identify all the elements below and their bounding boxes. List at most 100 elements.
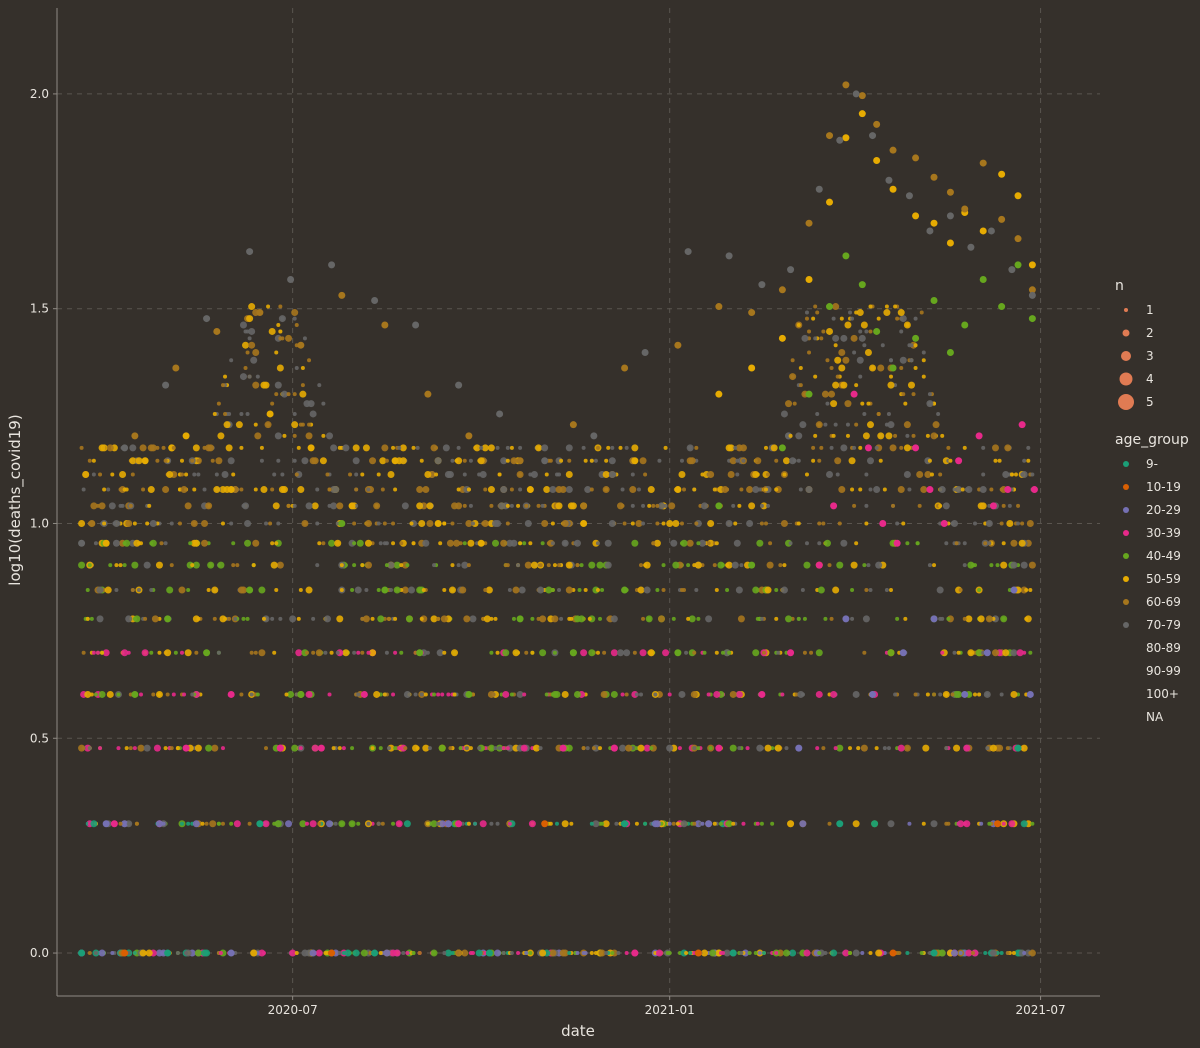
background-point <box>317 821 322 826</box>
background-point <box>253 650 258 655</box>
background-point <box>442 521 447 526</box>
background-point <box>893 304 898 309</box>
background-point <box>171 445 176 450</box>
background-point <box>274 432 282 440</box>
background-point <box>548 821 553 826</box>
background-point <box>247 821 252 826</box>
background-point <box>764 586 772 594</box>
background-point <box>938 692 943 697</box>
background-point <box>815 421 823 429</box>
data-point <box>979 275 987 283</box>
data-point <box>141 457 149 465</box>
background-point <box>356 650 361 655</box>
background-point <box>878 458 883 463</box>
size-legend-label: 1 <box>1146 303 1154 317</box>
background-point <box>169 563 174 568</box>
background-point <box>442 588 447 593</box>
background-point <box>595 588 600 593</box>
background-point <box>581 746 586 751</box>
background-point <box>770 821 775 826</box>
background-point <box>608 457 616 465</box>
background-point <box>229 521 234 526</box>
background-point <box>991 649 999 657</box>
background-point <box>956 821 961 826</box>
background-point <box>936 411 941 416</box>
background-point <box>182 692 187 697</box>
background-point <box>825 401 830 406</box>
size-legend-label: 2 <box>1146 326 1154 340</box>
background-point <box>766 503 771 508</box>
background-point <box>624 445 629 450</box>
background-point <box>856 746 861 751</box>
background-point <box>766 561 774 569</box>
background-point <box>672 519 680 527</box>
data-point <box>297 341 305 349</box>
color-legend-key <box>1123 507 1129 513</box>
background-point <box>244 539 252 547</box>
background-point <box>209 820 217 828</box>
background-point <box>294 323 299 328</box>
background-point <box>561 820 569 828</box>
background-point <box>1004 444 1012 452</box>
background-point <box>450 951 455 956</box>
background-point <box>253 487 258 492</box>
background-point <box>337 951 342 956</box>
background-point <box>753 951 758 956</box>
background-point <box>423 692 428 697</box>
background-point <box>537 586 545 594</box>
background-point <box>752 486 760 494</box>
background-point <box>565 471 573 479</box>
background-point <box>592 820 600 828</box>
background-point <box>378 951 383 956</box>
background-point <box>497 472 502 477</box>
background-point <box>817 521 822 526</box>
background-point <box>278 329 283 334</box>
background-point <box>938 616 943 621</box>
background-point <box>780 519 788 527</box>
background-point <box>837 521 842 526</box>
background-point <box>481 521 486 526</box>
color-legend-key <box>1123 622 1129 628</box>
data-point <box>979 159 987 167</box>
background-point <box>339 563 344 568</box>
background-point <box>468 746 473 751</box>
background-point <box>886 411 891 416</box>
background-point <box>544 472 549 477</box>
color-legend-label: 20-29 <box>1146 503 1181 517</box>
background-point <box>955 486 963 494</box>
background-point <box>141 649 149 657</box>
background-point <box>649 746 654 751</box>
background-point <box>862 343 867 348</box>
background-point <box>993 458 998 463</box>
background-point <box>916 471 924 479</box>
background-point <box>679 458 684 463</box>
background-point <box>614 821 619 826</box>
background-point <box>567 458 572 463</box>
background-point <box>983 951 988 956</box>
background-point <box>746 519 754 527</box>
data-point <box>391 457 399 465</box>
background-point <box>930 820 938 828</box>
background-point <box>903 471 911 479</box>
background-point <box>981 445 986 450</box>
background-point <box>675 821 680 826</box>
background-point <box>539 649 547 657</box>
background-point <box>624 692 629 697</box>
data-point <box>465 432 473 440</box>
background-point <box>866 421 874 429</box>
background-point <box>688 615 696 623</box>
background-point <box>489 503 494 508</box>
background-point <box>446 539 454 547</box>
background-point <box>1020 561 1028 569</box>
data-point <box>842 81 850 89</box>
background-point <box>725 519 733 527</box>
background-point <box>696 616 701 621</box>
background-point <box>616 951 621 956</box>
background-point <box>964 746 969 751</box>
data-point <box>864 444 872 452</box>
background-point <box>635 519 643 527</box>
background-point <box>850 561 858 569</box>
background-point <box>227 411 232 416</box>
background-point <box>419 692 424 697</box>
background-point <box>139 949 147 957</box>
